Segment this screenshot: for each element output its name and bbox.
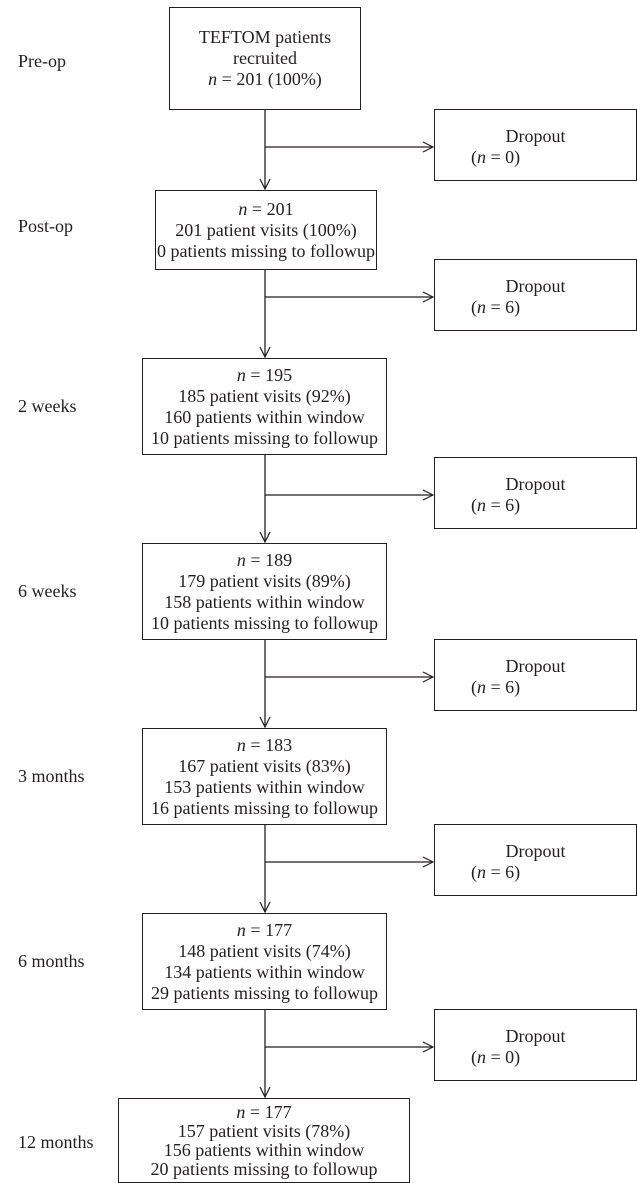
box-line: 167 patient visits (83%): [178, 755, 351, 776]
dropout-count: (n = 0): [435, 1047, 636, 1068]
stage-label: 6 months: [18, 951, 85, 971]
stage-box-6-weeks: n = 189 179 patient visits (89%) 158 pat…: [142, 543, 387, 640]
n-symbol: n: [236, 549, 246, 570]
n-symbol: n: [477, 495, 486, 515]
box-line: 10 patients missing to followup: [151, 612, 378, 633]
box-line: TEFTOM patients: [198, 27, 332, 47]
paren: (: [471, 862, 477, 882]
dropout-box: Dropout (n = 6): [434, 639, 637, 711]
count-value: = 189: [245, 549, 293, 570]
n-symbol: n: [236, 364, 246, 385]
stage-box-6-months: n = 177 148 patient visits (74%) 134 pat…: [142, 913, 387, 1010]
dropout-count: (n = 6): [435, 297, 636, 318]
count-value: = 6): [486, 495, 521, 515]
stage-box-3-months: n = 183 167 patient visits (83%) 153 pat…: [142, 728, 387, 825]
box-count-line: n = 177: [236, 1101, 292, 1122]
dropout-box: Dropout (n = 0): [434, 109, 637, 181]
paren: (: [471, 297, 477, 317]
n-symbol: n: [477, 297, 486, 317]
paren: (: [471, 147, 477, 167]
box-line: 10 patients missing to followup: [151, 427, 378, 448]
n-symbol: n: [477, 862, 486, 882]
count-value: = 201: [247, 198, 294, 219]
box-count-line: n = 189: [237, 550, 292, 571]
n-symbol: n: [236, 734, 246, 755]
box-count-line: n = 201 (100%): [208, 69, 322, 90]
n-symbol: n: [238, 198, 248, 219]
stage-label: 3 months: [18, 766, 85, 786]
box-count-line: n = 183: [237, 735, 292, 756]
count-value: = 6): [486, 862, 521, 882]
dropout-title: Dropout: [505, 276, 566, 296]
dropout-count: (n = 6): [435, 862, 636, 883]
paren: (: [471, 1047, 477, 1067]
n-symbol: n: [208, 69, 218, 89]
n-symbol: n: [236, 1101, 246, 1122]
n-symbol: n: [477, 147, 486, 167]
count-value: = 6): [486, 677, 521, 697]
box-count-line: n = 201: [238, 199, 293, 220]
stage-label: 6 weeks: [18, 581, 77, 601]
n-symbol: n: [477, 1047, 486, 1067]
box-line: recruited: [233, 48, 297, 68]
dropout-box: Dropout (n = 0): [434, 1009, 637, 1081]
box-line: 160 patients within window: [164, 406, 365, 427]
count-value: = 0): [486, 1047, 521, 1067]
dropout-box: Dropout (n = 6): [434, 457, 637, 529]
dropout-title: Dropout: [505, 841, 566, 861]
box-line: 29 patients missing to followup: [151, 982, 378, 1003]
box-line: 179 patient visits (89%): [178, 570, 351, 591]
box-line: 16 patients missing to followup: [151, 797, 378, 818]
box-line: 0 patients missing to followup: [157, 240, 375, 261]
stage-box-pre-op: TEFTOM patients recruited n = 201 (100%): [169, 7, 361, 110]
dropout-count: (n = 6): [435, 677, 636, 698]
dropout-box: Dropout (n = 6): [434, 259, 637, 331]
box-line: 20 patients missing to followup: [150, 1158, 378, 1179]
count-value: = 177: [245, 1101, 292, 1122]
box-line: 157 patient visits (78%): [177, 1120, 351, 1141]
stage-box-12-months: n = 177 157 patient visits (78%) 156 pat…: [118, 1098, 410, 1183]
count-value: = 6): [486, 297, 521, 317]
n-symbol: n: [236, 919, 246, 940]
dropout-title: Dropout: [505, 656, 566, 676]
stage-box-post-op: n = 201 201 patient visits (100%) 0 pati…: [155, 190, 377, 270]
dropout-count: (n = 0): [435, 147, 636, 168]
count-value: = 177: [245, 919, 293, 940]
paren: (: [471, 495, 477, 515]
count-value: = 201 (100%): [217, 69, 322, 89]
dropout-title: Dropout: [505, 126, 566, 146]
box-line: 158 patients within window: [164, 591, 365, 612]
box-line: 156 patients within window: [163, 1139, 365, 1160]
box-count-line: n = 195: [237, 365, 292, 386]
stage-label: Post-op: [18, 216, 74, 236]
box-line: 153 patients within window: [164, 776, 365, 797]
count-value: = 195: [245, 364, 293, 385]
box-line: 201 patient visits (100%): [175, 219, 357, 240]
stage-label: 12 months: [18, 1132, 94, 1152]
stage-box-2-weeks: n = 195 185 patient visits (92%) 160 pat…: [142, 358, 387, 455]
dropout-title: Dropout: [505, 474, 566, 494]
dropout-title: Dropout: [505, 1026, 566, 1046]
stage-label: 2 weeks: [18, 396, 77, 416]
box-line: 148 patient visits (74%): [178, 940, 351, 961]
count-value: = 183: [245, 734, 293, 755]
box-count-line: n = 177: [237, 920, 292, 941]
box-line: 134 patients within window: [164, 961, 365, 982]
box-line: 185 patient visits (92%): [178, 385, 351, 406]
n-symbol: n: [477, 677, 486, 697]
dropout-box: Dropout (n = 6): [434, 824, 637, 896]
dropout-count: (n = 6): [435, 495, 636, 516]
count-value: = 0): [486, 147, 521, 167]
stage-label: Pre-op: [18, 51, 66, 71]
paren: (: [471, 677, 477, 697]
